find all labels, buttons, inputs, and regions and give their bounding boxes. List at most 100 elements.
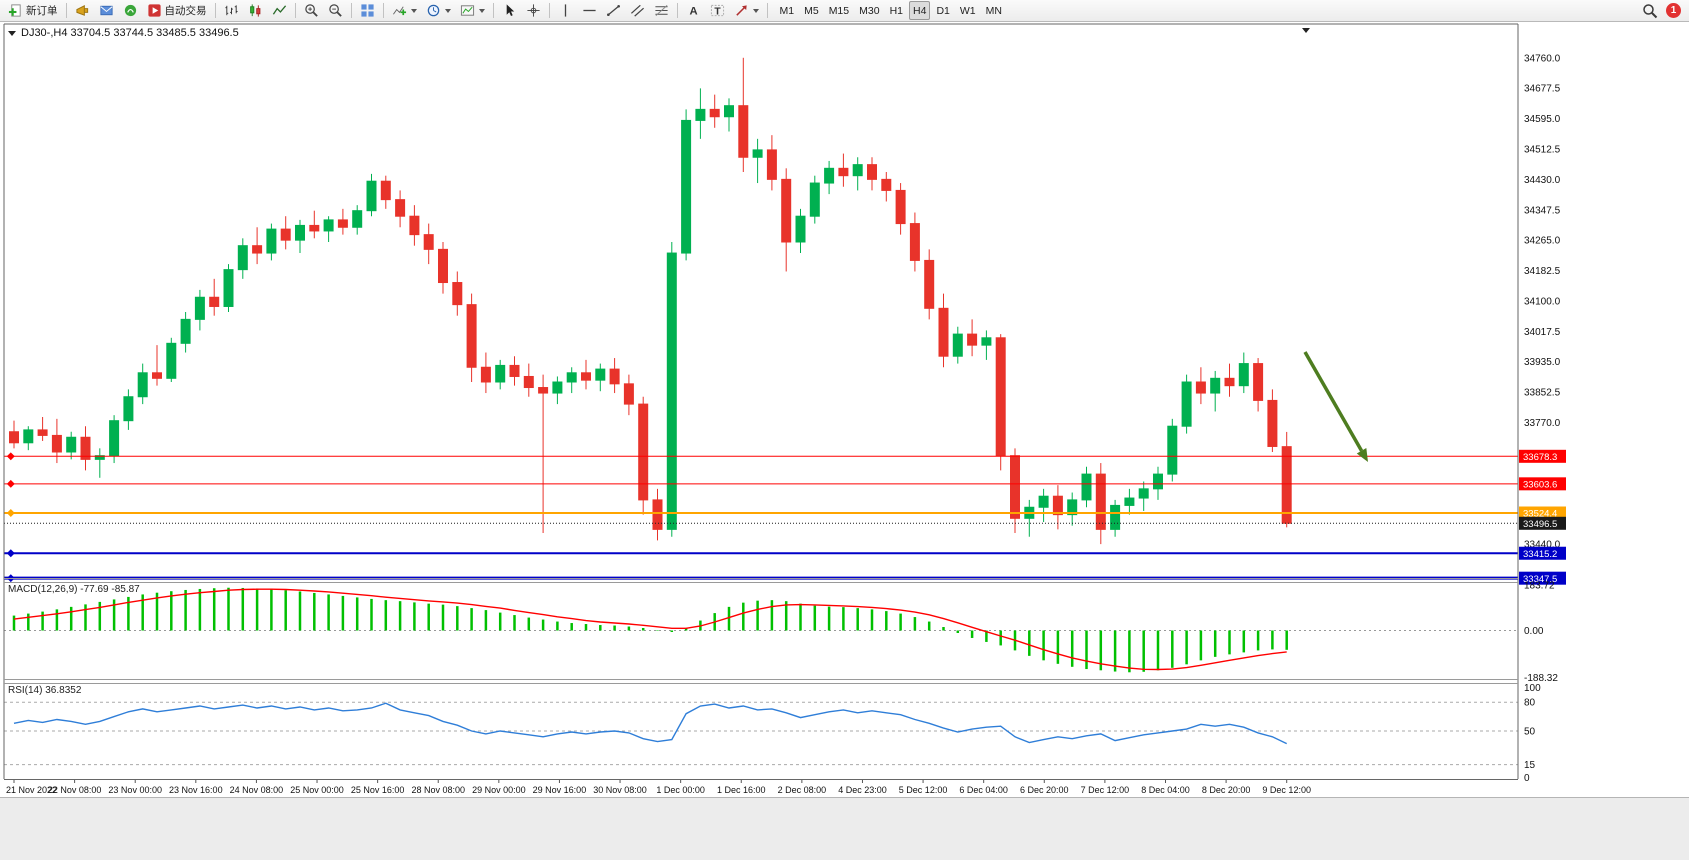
svg-text:9 Dec 12:00: 9 Dec 12:00 [1262,785,1311,795]
bar-chart-button[interactable] [220,1,243,20]
candle [9,431,19,444]
toolbar-separator [548,3,550,18]
svg-text:34182.5: 34182.5 [1524,266,1561,277]
chart-dropdown-icon[interactable] [8,30,16,36]
svg-text:34760.0: 34760.0 [1524,53,1561,64]
candlestick-icon [249,4,260,17]
candle [724,105,734,118]
search-icon [1643,3,1658,18]
line-handle-icon [6,549,15,558]
autotrading-button[interactable]: 自动交易 [143,1,211,20]
window-background [0,797,1689,860]
templates-button[interactable] [456,1,489,20]
candle [166,342,177,379]
price-line-label [1519,506,1566,520]
mailbox-button[interactable] [95,1,118,20]
timeframe-mn-button[interactable]: MN [982,1,1006,20]
text-label-button[interactable]: T [706,1,729,20]
channel-button[interactable] [626,1,649,20]
new-order-label: 新订单 [26,5,58,17]
candle [480,366,491,383]
candle [638,403,649,501]
timeframe-d1-button[interactable]: D1 [932,1,953,20]
cursor-button[interactable] [498,1,521,20]
fibonacci-button[interactable] [650,1,673,20]
zoom-out-button[interactable] [324,1,347,20]
price-chart[interactable]: 34760.0 34677.5 34595.0 34512.5 34430.0 34347… [0,22,1689,797]
crosshair-button[interactable] [522,1,545,20]
rsi-line [13,702,1288,745]
candle [180,318,191,344]
alerts-button[interactable] [71,1,94,20]
arrows-button[interactable] [730,1,763,20]
candle [595,368,606,381]
line-chart-icon [272,5,286,15]
svg-text:25 Nov 16:00: 25 Nov 16:00 [351,785,405,795]
svg-text:8 Dec 04:00: 8 Dec 04:00 [1141,785,1190,795]
svg-text:33524.4: 33524.4 [1523,509,1557,520]
indicators-button[interactable] [388,1,421,20]
candle [924,259,935,309]
channel-icon [630,4,644,17]
candle [1038,495,1049,508]
zoom-out-icon [328,4,342,17]
news-button[interactable] [119,1,142,20]
template-icon [460,5,474,16]
search-button[interactable] [1638,1,1662,20]
svg-text:23 Nov 00:00: 23 Nov 00:00 [108,785,162,795]
signal-icon [124,4,136,17]
candle [681,119,692,254]
horizontal-line-icon [582,9,596,12]
line-handle-icon [6,509,15,517]
timeframe-m30-button[interactable]: M30 [855,1,883,20]
timeframe-m1-button[interactable]: M1 [776,1,799,20]
macd-pane[interactable] [12,587,1288,673]
timeframe-m15-button[interactable]: M15 [825,1,853,20]
svg-text:A: A [689,6,697,18]
svg-text:1 Dec 00:00: 1 Dec 00:00 [656,785,705,795]
candlestick-chart-button[interactable] [244,1,267,20]
new-order-button[interactable]: 新订单 [4,1,62,20]
zoom-in-button[interactable] [300,1,323,20]
rsi-pane[interactable] [13,702,1288,745]
toolbar-separator [676,3,678,18]
periods-button[interactable] [422,1,455,20]
candle [1181,381,1192,427]
trendline-button[interactable] [602,1,625,20]
trend-arrow-annotation[interactable] [1303,351,1368,462]
bar-chart-icon [224,5,238,16]
candle [495,364,506,383]
chevron-down-icon [444,8,451,13]
tile-windows-button[interactable] [356,1,379,20]
candle [1095,473,1106,530]
svg-text:33935.0: 33935.0 [1524,357,1561,368]
candle [981,337,992,346]
line-chart-button[interactable] [268,1,291,20]
text-label-icon: T [710,4,724,17]
vertical-line-button[interactable] [554,1,577,20]
candle [51,434,62,453]
candle [466,304,477,368]
chart-overflow-icon[interactable] [1302,28,1310,33]
timeframe-h1-button[interactable]: H1 [886,1,907,20]
candle [1052,495,1063,516]
toolbar-separator [766,3,768,18]
svg-text:100: 100 [1524,683,1541,694]
svg-text:34347.5: 34347.5 [1524,205,1561,216]
arrow-tool-icon [735,5,747,16]
notification-badge[interactable]: 1 [1666,3,1681,18]
candle [623,383,634,405]
candle [795,215,806,243]
timeframe-m5-button[interactable]: M5 [800,1,823,20]
text-icon: A [689,6,697,18]
svg-text:22 Nov 08:00: 22 Nov 08:00 [48,785,102,795]
svg-text:4 Dec 23:00: 4 Dec 23:00 [838,785,887,795]
candle [824,167,835,184]
timeframe-h4-button[interactable]: H4 [909,1,931,20]
horizontal-line-button[interactable] [578,1,601,20]
timeframe-w1-button[interactable]: W1 [956,1,980,20]
indicators-icon [392,6,406,16]
text-button[interactable]: A [682,1,705,20]
grid-lines [4,630,1518,766]
